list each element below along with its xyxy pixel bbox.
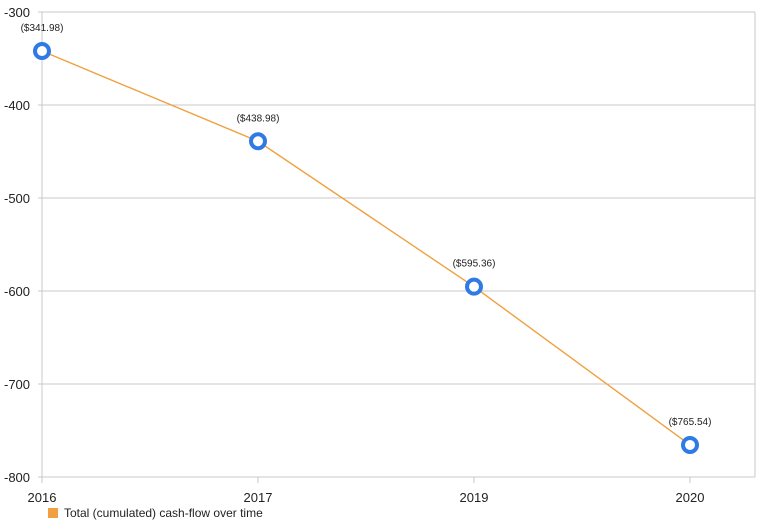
data-markers [33,42,699,454]
y-tick-label: -600 [4,284,30,299]
x-tick-label: 2020 [676,490,705,505]
data-point[interactable] [465,277,483,296]
data-label: ($765.54) [669,417,712,428]
y-tick-label: -700 [4,377,30,392]
y-tick-label: -400 [4,98,30,113]
y-axis-ticks: -300 -400 -500 -600 -700 -800 [4,5,30,485]
y-tick-label: -300 [4,5,30,20]
x-tick-label: 2019 [460,490,489,505]
data-point[interactable] [33,42,51,61]
cash-flow-line [41,50,691,446]
data-label: ($595.36) [453,259,496,270]
x-axis-ticks: 2016 2017 2019 2020 [28,477,705,505]
y-tick-label: -500 [4,191,30,206]
data-point[interactable] [681,435,699,454]
series-line [41,50,691,446]
legend-label: Total (cumulated) cash-flow over time [64,506,263,520]
y-tick-label: -800 [4,470,30,485]
grid [38,11,756,483]
data-label: ($438.98) [237,113,280,124]
x-tick-label: 2016 [28,490,57,505]
x-tick-label: 2017 [244,490,273,505]
data-labels: ($341.98) ($438.98) ($595.36) ($765.54) [21,23,712,428]
data-label: ($341.98) [21,23,64,34]
legend: Total (cumulated) cash-flow over time [48,506,263,520]
data-point[interactable] [249,132,267,151]
legend-swatch [48,508,58,518]
